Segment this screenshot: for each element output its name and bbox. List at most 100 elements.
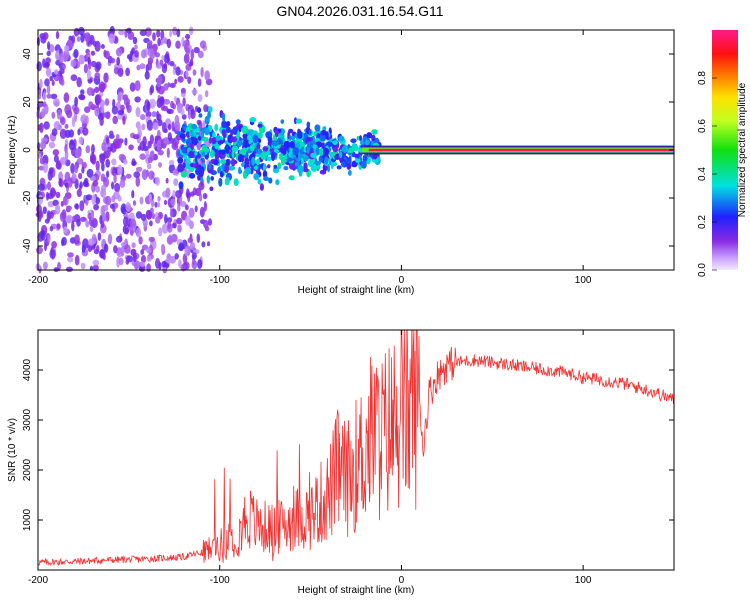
- heat-cell: [199, 206, 205, 218]
- heat-cell: [66, 216, 71, 224]
- heat-cell: [173, 178, 179, 187]
- snr-x-tick-label: 0: [399, 575, 405, 586]
- spectrogram-x-tick-label: 100: [575, 275, 592, 286]
- heat-cell: [146, 119, 154, 131]
- heat-cell: [51, 128, 58, 137]
- heat-cell: [157, 37, 161, 47]
- heat-cell: [313, 131, 317, 137]
- heat-cell: [157, 85, 165, 95]
- heat-cell: [172, 169, 178, 176]
- heat-cell: [315, 146, 320, 156]
- heat-cell: [177, 202, 181, 212]
- colorbar-gradient: [712, 30, 738, 270]
- heat-cell: [63, 92, 70, 103]
- heat-cell: [59, 68, 65, 75]
- heat-cell: [104, 195, 112, 206]
- heat-cell: [230, 136, 238, 143]
- heat-cell: [220, 158, 227, 164]
- heat-cell: [209, 149, 215, 158]
- heat-cell: [188, 150, 195, 159]
- spectrogram-y-tick-label: 20: [22, 96, 33, 108]
- heat-cell: [262, 146, 269, 152]
- heat-cell: [91, 194, 96, 206]
- heat-cell: [109, 130, 114, 136]
- heat-cell: [104, 50, 110, 60]
- heat-cell: [60, 79, 65, 86]
- snr-x-ticks: -200 -100 0 100: [28, 330, 592, 586]
- heat-cell: [166, 147, 170, 158]
- heat-cell: [64, 182, 69, 188]
- heat-cell: [55, 161, 62, 170]
- heat-cell: [148, 193, 152, 203]
- heat-cell: [191, 252, 197, 260]
- heat-cell: [71, 173, 77, 182]
- heat-cell: [236, 140, 242, 147]
- heat-cell: [64, 129, 71, 139]
- heat-cell: [253, 165, 259, 170]
- heat-cell: [213, 159, 219, 166]
- heat-cell: [146, 39, 153, 47]
- heat-cell: [189, 26, 194, 35]
- heat-cell: [99, 116, 104, 127]
- heat-cell: [139, 63, 146, 70]
- heat-cell: [155, 212, 159, 218]
- heat-cell: [170, 208, 174, 218]
- heat-cell: [49, 75, 54, 82]
- heat-cell: [90, 210, 95, 221]
- heat-cell: [146, 101, 151, 112]
- heat-cell: [224, 177, 230, 186]
- heat-cell: [42, 206, 47, 214]
- heat-cell: [44, 242, 47, 252]
- heat-cell: [167, 132, 172, 141]
- heat-cell: [137, 125, 142, 133]
- heat-cell: [123, 244, 131, 254]
- heat-cell: [161, 55, 165, 61]
- heat-cell: [149, 220, 153, 227]
- heat-cell: [204, 70, 211, 81]
- heat-cell: [56, 223, 61, 230]
- heat-cell: [224, 164, 230, 174]
- heat-cell: [330, 161, 334, 170]
- heat-cell: [46, 50, 51, 57]
- snr-y-tick-label: 1000: [22, 508, 33, 531]
- heat-cell: [167, 123, 172, 131]
- heat-cell: [280, 157, 286, 166]
- heat-cell: [45, 57, 51, 64]
- heat-cell: [208, 106, 213, 113]
- heat-cell: [80, 262, 86, 270]
- heat-cell: [182, 253, 188, 264]
- heat-cell: [80, 33, 85, 43]
- heat-cell: [183, 53, 190, 64]
- heat-cell: [192, 137, 199, 144]
- heat-cell: [182, 162, 186, 169]
- heat-cell: [76, 188, 82, 198]
- heat-cell: [189, 58, 194, 66]
- heat-cell: [39, 78, 43, 89]
- spectrogram-x-tick-label: -200: [28, 275, 48, 286]
- heat-cell: [182, 97, 186, 107]
- heat-cell: [174, 253, 179, 260]
- heat-cell: [95, 185, 100, 193]
- heat-cell: [123, 216, 129, 227]
- spectrogram-y-tick-label: 40: [22, 48, 33, 60]
- heat-cell: [189, 172, 196, 179]
- heat-cell: [149, 150, 155, 162]
- heat-cell: [233, 178, 239, 186]
- heat-cell: [202, 193, 208, 200]
- heat-cell: [314, 124, 321, 132]
- heat-cell: [231, 150, 235, 159]
- heat-cell: [326, 141, 333, 147]
- heat-cell: [125, 202, 132, 212]
- heat-cell: [294, 142, 301, 148]
- heat-cell: [140, 255, 147, 264]
- heat-cell: [221, 149, 226, 155]
- heat-cell: [266, 156, 272, 162]
- heat-cell: [214, 123, 219, 132]
- heat-cell: [105, 158, 111, 168]
- heat-cell: [332, 147, 339, 153]
- heat-cell: [191, 89, 198, 95]
- heat-cell: [154, 201, 158, 208]
- heat-cell: [78, 136, 84, 145]
- heat-cell: [90, 50, 96, 56]
